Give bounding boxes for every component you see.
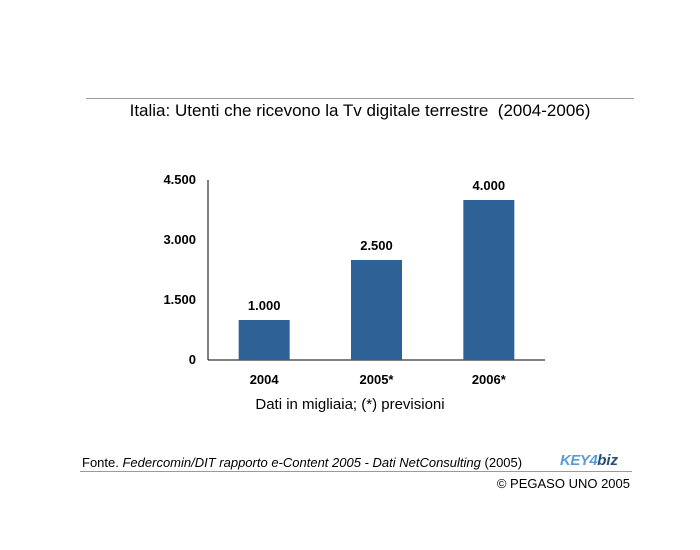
bar <box>463 200 515 360</box>
source-rule <box>80 471 632 472</box>
y-tick-label: 3.000 <box>163 232 196 247</box>
bar <box>351 260 402 360</box>
bar <box>238 320 290 360</box>
source-citation: Federcomin/DIT rapporto e-Content 2005 -… <box>122 455 481 470</box>
x-tick-label: 2004 <box>250 372 280 387</box>
data-label: 4.000 <box>473 178 506 193</box>
x-tick-label: 2006* <box>472 372 507 387</box>
source-prefix: Fonte. <box>82 455 119 470</box>
title-rule <box>86 98 634 99</box>
y-tick-label: 1.500 <box>163 292 196 307</box>
key4biz-logo: KEY4biz <box>560 452 618 470</box>
y-tick-label: 0 <box>189 352 196 367</box>
source-line: Fonte. Federcomin/DIT rapporto e-Content… <box>82 455 642 471</box>
source-year: (2005) <box>484 455 523 470</box>
x-tick-label: 2005* <box>360 372 395 387</box>
data-label: 2.500 <box>360 238 393 253</box>
y-tick-label: 4.500 <box>163 172 196 187</box>
copyright: © PEGASO UNO 2005 <box>496 476 630 491</box>
logo-part-b: biz <box>597 452 619 469</box>
chart-title: Italia: Utenti che ricevono la Tv digita… <box>129 101 591 120</box>
data-label: 1.000 <box>248 298 281 313</box>
chart-note: Dati in migliaia; (*) previsioni <box>255 396 445 413</box>
logo-part-a: KEY4 <box>560 452 598 469</box>
